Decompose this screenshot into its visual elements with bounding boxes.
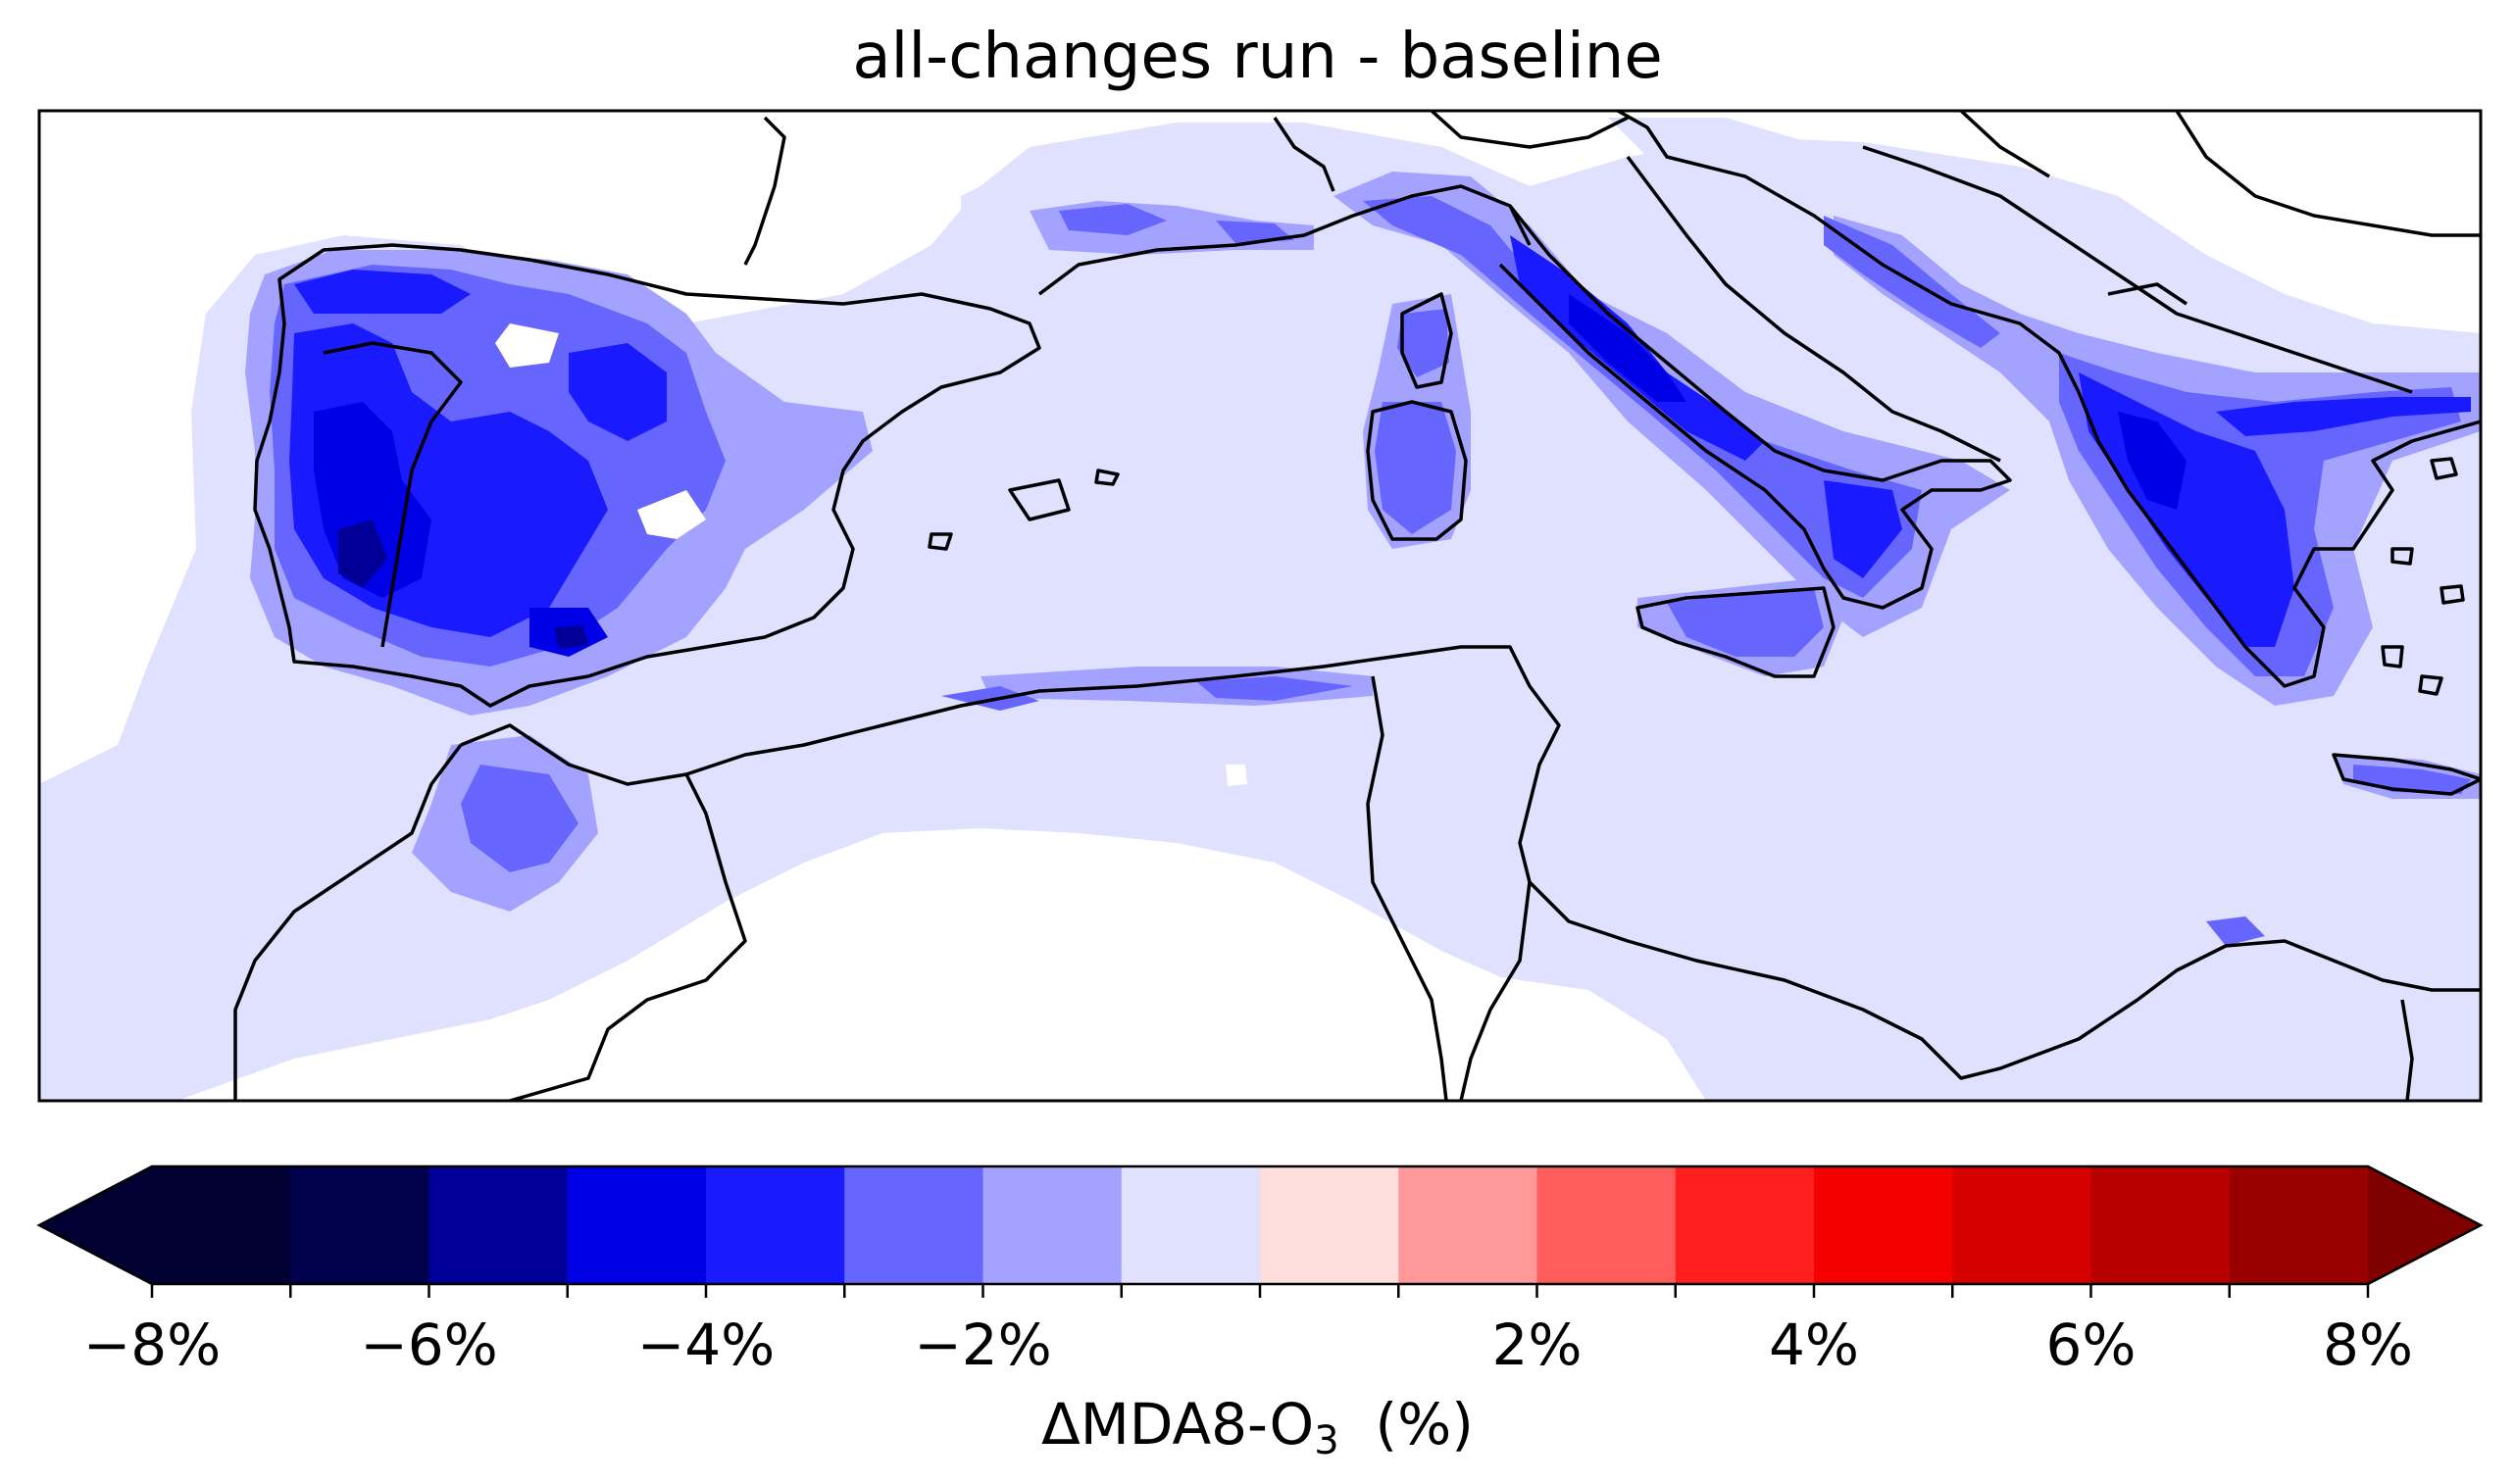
colorbar-bin xyxy=(982,1166,1123,1284)
map-title: all-changes run - baseline xyxy=(852,21,1663,93)
coastline-italy xyxy=(1498,204,2012,610)
contour-level-deep-calabria xyxy=(1824,480,1902,578)
coastline-sicily xyxy=(1635,586,1836,678)
colorbar-bin xyxy=(844,1166,983,1284)
contour-level-deep-greece-east xyxy=(2216,397,2471,436)
colorbar-bin xyxy=(1121,1166,1261,1284)
colorbar-bin xyxy=(152,1166,291,1284)
colorbar-tick-label: 2% xyxy=(1491,1311,1583,1378)
contour-level-strong-corsica xyxy=(1397,309,1449,377)
contour-level-light-balkans xyxy=(1608,118,2255,372)
colorbar-tick-label: 6% xyxy=(2045,1311,2137,1378)
coastline-iberia xyxy=(253,243,1041,708)
colorbar-bin xyxy=(1398,1166,1537,1284)
contour-level-darkest-greece xyxy=(2118,412,2187,510)
contour-level-strong-libya xyxy=(2206,916,2265,946)
colorbar-bin xyxy=(428,1166,569,1284)
colorbar-label: ΔMDA8-O3 (%) xyxy=(0,1390,2515,1475)
contour-level-extreme-iberia xyxy=(338,519,387,588)
coastline-balearics xyxy=(928,469,1120,551)
contour-level-strong-sardinia xyxy=(1375,402,1456,534)
contour-level-extreme-iberia-south xyxy=(554,625,588,649)
colorbar-extend-max xyxy=(2368,1166,2481,1284)
colorbar-extend-min xyxy=(39,1166,152,1284)
colorbar-tick-label: −2% xyxy=(914,1311,1052,1378)
colorbar-tick-label: −6% xyxy=(360,1311,498,1378)
coastlines xyxy=(233,111,2481,1101)
coastline-corsica xyxy=(1400,292,1453,389)
contour-level-darkest-italy xyxy=(1569,294,1686,402)
contour-level-strong-morocco xyxy=(461,765,578,872)
border-libya-egypt xyxy=(2400,999,2414,1101)
colorbar-label-prefix: ΔMDA8-O xyxy=(1041,1391,1315,1458)
colorbar xyxy=(36,1164,2484,1298)
colorbar-label-suffix: (%) xyxy=(1338,1391,1474,1458)
colorbar-bin xyxy=(1536,1166,1677,1284)
coastline-italy-adriatic xyxy=(1626,155,2001,463)
colorbar-tick-label: −4% xyxy=(636,1311,776,1378)
coastline-north-africa xyxy=(460,645,2481,1080)
colorbar-bin xyxy=(290,1166,429,1284)
colorbar-bin xyxy=(1260,1166,1399,1284)
border-algeria-tunisia xyxy=(1366,675,1448,1101)
coastline-france xyxy=(1037,184,1532,296)
colorbar-bin xyxy=(706,1166,845,1284)
coastline-crete xyxy=(2332,753,2481,796)
colorbar-bin xyxy=(1952,1166,2091,1284)
colorbar-bin xyxy=(567,1166,707,1284)
coastline-balkans xyxy=(1617,111,2481,688)
border-morocco-algeria xyxy=(509,773,747,1101)
border-france-north xyxy=(743,116,786,266)
map-frame xyxy=(37,109,2483,1103)
coastline-morocco-atlantic xyxy=(233,743,463,1101)
contour-level-deep-iberia-east xyxy=(569,343,667,441)
contour-level-deep-iberia-north xyxy=(294,270,471,314)
colorbar-bin xyxy=(2229,1166,2369,1284)
map-white-atlantic xyxy=(39,111,941,774)
border-balkans xyxy=(1862,111,2481,394)
colorbar-tick-label: 4% xyxy=(1768,1311,1860,1378)
colorbar-label-subscript: 3 xyxy=(1314,1418,1339,1463)
border-spain-portugal xyxy=(323,341,463,648)
contour-level-strong-sicily xyxy=(1667,588,1824,657)
map-contours xyxy=(39,111,2481,1101)
colorbar-bin xyxy=(2090,1166,2231,1284)
colorbar-bin xyxy=(1814,1166,1953,1284)
contour-level-strong-france xyxy=(1059,204,1294,243)
border-tunisia-libya xyxy=(1459,881,1532,1101)
contour-level-strong-north-africa xyxy=(941,676,1353,711)
map-white-sahara xyxy=(412,828,1696,1101)
colorbar-bin xyxy=(1675,1166,1815,1284)
coastline-greek-islands xyxy=(2381,457,2465,696)
colorbar-tick-label: −8% xyxy=(82,1311,222,1378)
border-alps xyxy=(1273,111,1629,192)
colorbar-tick-label: 8% xyxy=(2322,1311,2414,1378)
coastline-sardinia xyxy=(1366,400,1468,541)
